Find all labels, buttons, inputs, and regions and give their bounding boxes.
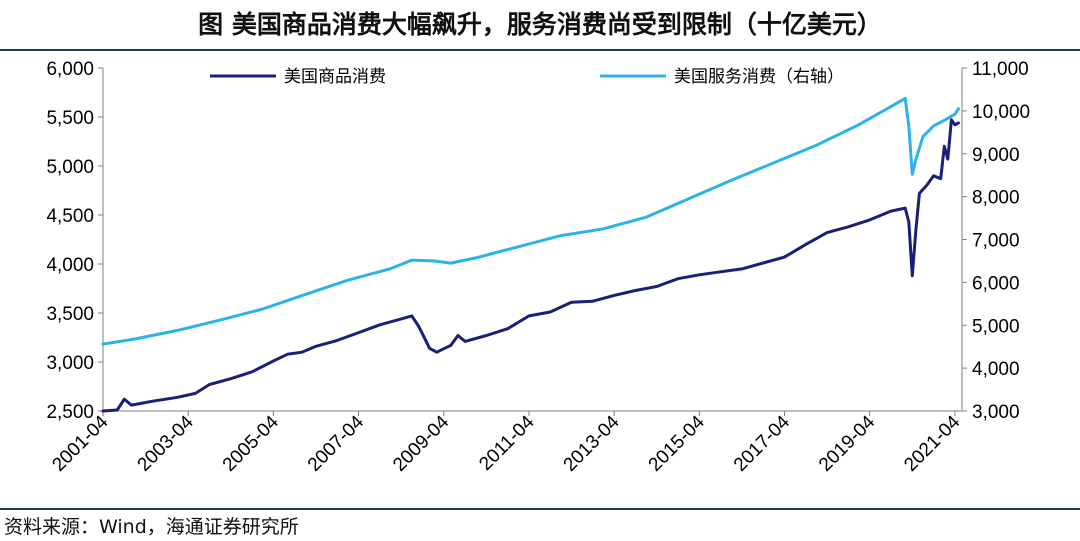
line-chart: 2,500 3,000 3,500 4,000 4,500 5,000 5,500 6,000… bbox=[46, 59, 1030, 476]
source-rule bbox=[0, 508, 1080, 510]
right-tick-label: 10,000 bbox=[972, 102, 1030, 123]
x-tick-label: 2013-04 bbox=[560, 411, 624, 475]
x-tick-label: 2019-04 bbox=[815, 411, 879, 475]
legend: 美国商品消费 美国服务消费（右轴） bbox=[210, 67, 844, 87]
left-tick-label: 2,500 bbox=[46, 402, 94, 423]
right-tick-label: 9,000 bbox=[972, 145, 1020, 166]
right-axis-ticks: 3,000 4,000 5,000 6,000 7,000 8,000 9,000 10,00… bbox=[962, 59, 1030, 423]
left-tick-label: 6,000 bbox=[46, 59, 94, 80]
goods-consumption-line bbox=[101, 118, 960, 413]
legend-label: 美国服务消费（右轴） bbox=[674, 67, 844, 87]
x-tick-label: 2011-04 bbox=[475, 411, 538, 474]
x-tick-label: 2017-04 bbox=[730, 411, 794, 475]
left-tick-label: 3,000 bbox=[46, 353, 94, 374]
x-axis-ticks: 2001-04 2003-04 2005-04 2007-04 2009-04 2011-… bbox=[48, 411, 965, 476]
x-tick-label: 2005-04 bbox=[219, 411, 283, 475]
source-note: 资料来源：Wind，海通证券研究所 bbox=[4, 516, 299, 538]
right-tick-label: 6,000 bbox=[972, 273, 1020, 294]
left-tick-label: 3,500 bbox=[46, 304, 94, 325]
services-consumption-line bbox=[101, 96, 960, 346]
left-tick-label: 4,500 bbox=[46, 206, 94, 227]
x-tick-label: 2003-04 bbox=[134, 411, 198, 475]
right-tick-label: 8,000 bbox=[972, 188, 1020, 209]
series-lines bbox=[101, 96, 960, 413]
x-tick-label: 2009-04 bbox=[389, 411, 453, 475]
axes bbox=[102, 68, 963, 412]
title-rule bbox=[0, 49, 1080, 51]
left-tick-label: 5,000 bbox=[46, 157, 94, 178]
right-tick-label: 5,000 bbox=[972, 316, 1020, 337]
x-tick-label: 2021-04 bbox=[900, 411, 964, 475]
right-tick-label: 3,000 bbox=[972, 402, 1020, 423]
left-axis-ticks: 2,500 3,000 3,500 4,000 4,500 5,000 5,500 6,000 bbox=[46, 59, 103, 423]
chart-title: 图 美国商品消费大幅飙升，服务消费尚受到限制（十亿美元） bbox=[198, 10, 882, 39]
x-tick-label: 2007-04 bbox=[304, 411, 368, 475]
x-tick-label: 2015-04 bbox=[645, 411, 709, 475]
right-tick-label: 4,000 bbox=[972, 359, 1020, 380]
right-tick-label: 7,000 bbox=[972, 231, 1020, 252]
left-tick-label: 5,500 bbox=[46, 108, 94, 129]
legend-label: 美国商品消费 bbox=[284, 67, 386, 87]
left-tick-label: 4,000 bbox=[46, 255, 94, 276]
right-tick-label: 11,000 bbox=[972, 59, 1029, 80]
